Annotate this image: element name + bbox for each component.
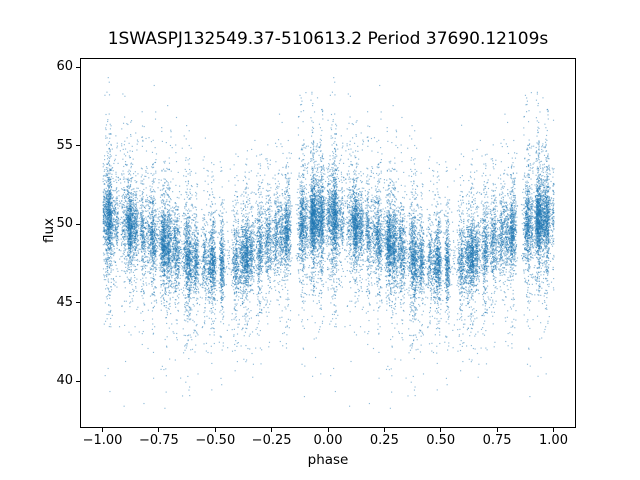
x-tick-mark [440, 428, 442, 432]
x-tick-label: 0.00 [313, 433, 343, 448]
x-tick-mark [102, 428, 103, 432]
x-tick-label: −0.50 [195, 433, 236, 448]
x-tick-mark [271, 428, 273, 432]
x-tick-label: 0.25 [369, 433, 399, 448]
y-tick-label: 60 [56, 59, 73, 75]
y-tick-label: 40 [56, 373, 73, 388]
x-tick-mark [214, 428, 216, 432]
x-tick-mark [553, 428, 554, 432]
y-tick-mark [76, 302, 80, 304]
x-tick-mark [496, 428, 498, 432]
x-tick-mark [158, 428, 160, 432]
x-tick-mark [327, 428, 329, 432]
y-tick-label: 45 [56, 294, 73, 310]
x-tick-label: 0.50 [426, 433, 456, 448]
y-tick-mark [76, 380, 80, 382]
chart-title: 1SWASPJ132549.37-510613.2 Period 37690.1… [107, 29, 549, 49]
y-tick-mark [76, 145, 80, 147]
x-tick-label: −0.75 [138, 433, 179, 448]
x-tick-mark [383, 428, 385, 432]
x-tick-label: 1.00 [539, 433, 568, 448]
x-tick-label: −1.00 [82, 433, 123, 448]
y-tick-mark [76, 223, 80, 225]
x-tick-label: −0.25 [251, 433, 292, 448]
x-tick-label: 0.75 [482, 433, 512, 448]
y-tick-label: 50 [56, 216, 73, 232]
y-tick-mark [76, 66, 80, 68]
scatter-canvas [80, 58, 576, 428]
x-axis-label: phase [307, 452, 349, 468]
y-tick-label: 55 [56, 137, 73, 153]
